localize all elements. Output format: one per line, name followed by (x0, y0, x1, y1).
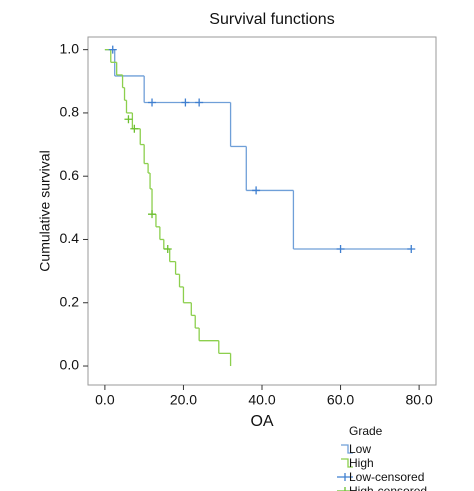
y-tick-label: 0.4 (60, 230, 80, 246)
legend-label: Low-censored (349, 470, 424, 484)
x-axis-label: OA (250, 413, 273, 430)
legend-label: High-censored (349, 484, 427, 491)
chart-title: Survival functions (209, 11, 334, 28)
plot-frame (87, 36, 437, 386)
x-tick-label: 40.0 (248, 392, 275, 408)
y-tick-label: 1.0 (60, 40, 80, 56)
censor-mark (252, 186, 261, 195)
y-tick-label: 0.2 (60, 293, 80, 309)
x-tick-label: 60.0 (327, 392, 354, 408)
legend-label: Low (349, 442, 371, 456)
censor-mark (148, 98, 157, 107)
legend-swatch (337, 487, 353, 491)
x-tick-label: 80.0 (405, 392, 432, 408)
legend-swatch (341, 444, 353, 454)
x-tick-label: 0.0 (95, 392, 115, 408)
censor-mark (195, 98, 204, 107)
censor-mark (130, 124, 139, 133)
y-tick-label: 0.6 (60, 167, 80, 183)
censor-mark (407, 244, 416, 253)
censor-mark (336, 244, 345, 253)
legend-label: High (349, 456, 374, 470)
censor-mark (124, 115, 133, 124)
censor-mark (108, 45, 117, 54)
y-axis-label: Cumulative survival (37, 150, 53, 271)
censor-mark (181, 98, 190, 107)
censor-mark (148, 210, 157, 219)
legend-swatch (337, 473, 353, 481)
y-tick-label: 0.0 (60, 357, 80, 373)
censor-mark (163, 244, 172, 253)
legend-swatch (341, 458, 353, 468)
legend-title: Grade (349, 424, 383, 438)
y-tick-label: 0.8 (60, 104, 80, 120)
x-tick-label: 20.0 (170, 392, 197, 408)
